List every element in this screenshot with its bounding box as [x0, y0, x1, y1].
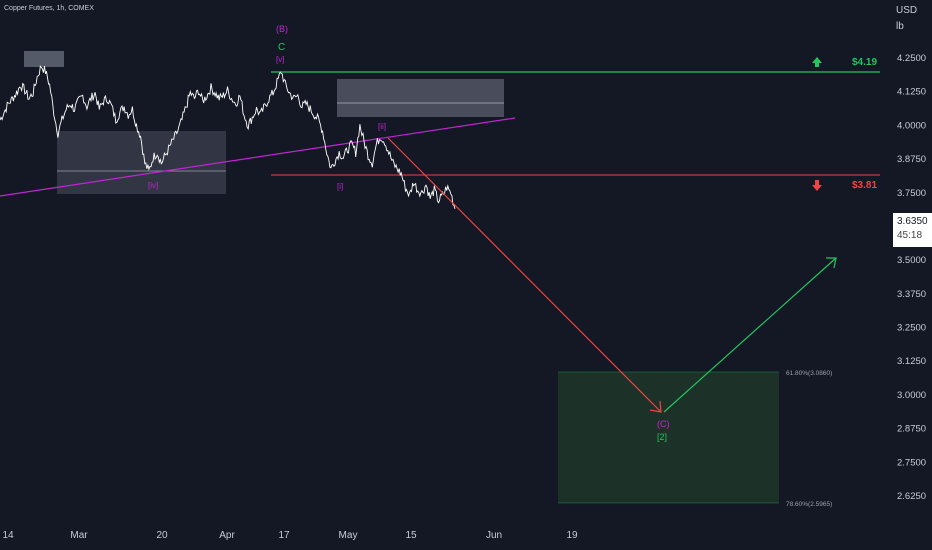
- projected-rise-arrow: [663, 257, 837, 413]
- target-zone: [558, 372, 779, 503]
- current-price-badge: 3.6350 45:18: [893, 213, 932, 247]
- y-tick-label: 3.0000: [897, 390, 926, 401]
- resistance-label: $4.19: [852, 57, 877, 68]
- chart-title: Copper Futures, 1h, COMEX: [4, 5, 94, 12]
- trendline: [0, 117, 516, 197]
- current-price: 3.6350: [897, 216, 928, 227]
- y-tick-label: 3.5000: [897, 255, 926, 266]
- currency-label: USD: [896, 5, 918, 16]
- wave-label-C: C: [278, 42, 285, 53]
- y-tick-label: 4.2500: [897, 53, 926, 64]
- x-tick-label: May: [339, 530, 358, 541]
- y-tick-label: 3.1250: [897, 356, 926, 367]
- consolidation-box-top-left: [24, 51, 64, 67]
- y-axis[interactable]: 4.25004.12504.00003.87503.75003.62503.50…: [897, 53, 926, 502]
- price-series: [0, 65, 456, 210]
- down-arrow-icon: [812, 180, 822, 191]
- wave-label-i: [i]: [337, 182, 343, 191]
- wave-label-2-target: [2]: [657, 432, 667, 442]
- x-tick-label: Jun: [486, 530, 502, 541]
- consolidation-box-right: [337, 79, 504, 117]
- x-tick-label: 17: [278, 530, 290, 541]
- projected-decline-arrow: [387, 137, 662, 413]
- x-tick-label: Mar: [70, 530, 88, 541]
- y-tick-label: 3.8750: [897, 154, 926, 165]
- support-label: $3.81: [852, 180, 877, 191]
- unit-label: lb: [896, 21, 904, 32]
- x-tick-label: 20: [156, 530, 168, 541]
- y-tick-label: 2.7500: [897, 457, 926, 468]
- y-tick-label: 4.1250: [897, 87, 926, 98]
- y-tick-label: 2.6250: [897, 491, 926, 502]
- projected-decline-arrowhead: [649, 400, 662, 413]
- wave-label-C-target: (C): [657, 419, 670, 429]
- y-tick-label: 3.3750: [897, 289, 926, 300]
- y-tick-label: 2.8750: [897, 424, 926, 435]
- up-arrow-icon: [812, 57, 822, 67]
- x-tick-label: Apr: [219, 530, 235, 541]
- wave-label-iv: [iv]: [148, 181, 158, 190]
- y-tick-label: 3.2500: [897, 323, 926, 334]
- wave-label-B: (B): [276, 24, 288, 34]
- zone-top-label: 61.80%(3.0860): [786, 370, 832, 377]
- y-tick-label: 3.7500: [897, 188, 926, 199]
- x-tick-label: 19: [566, 530, 578, 541]
- x-axis[interactable]: 14 Mar 20 Apr 17 May 15 Jun 19: [2, 530, 578, 541]
- wave-label-ii: [ii]: [378, 122, 386, 131]
- y-tick-label: 4.0000: [897, 120, 926, 131]
- projected-rise-arrowhead: [826, 257, 837, 269]
- x-tick-label: 15: [405, 530, 417, 541]
- wave-label-v: [v]: [276, 55, 284, 64]
- x-tick-label: 14: [2, 530, 14, 541]
- countdown: 45:18: [897, 230, 923, 241]
- zone-bottom-label: 78.60%(2.5965): [786, 501, 832, 508]
